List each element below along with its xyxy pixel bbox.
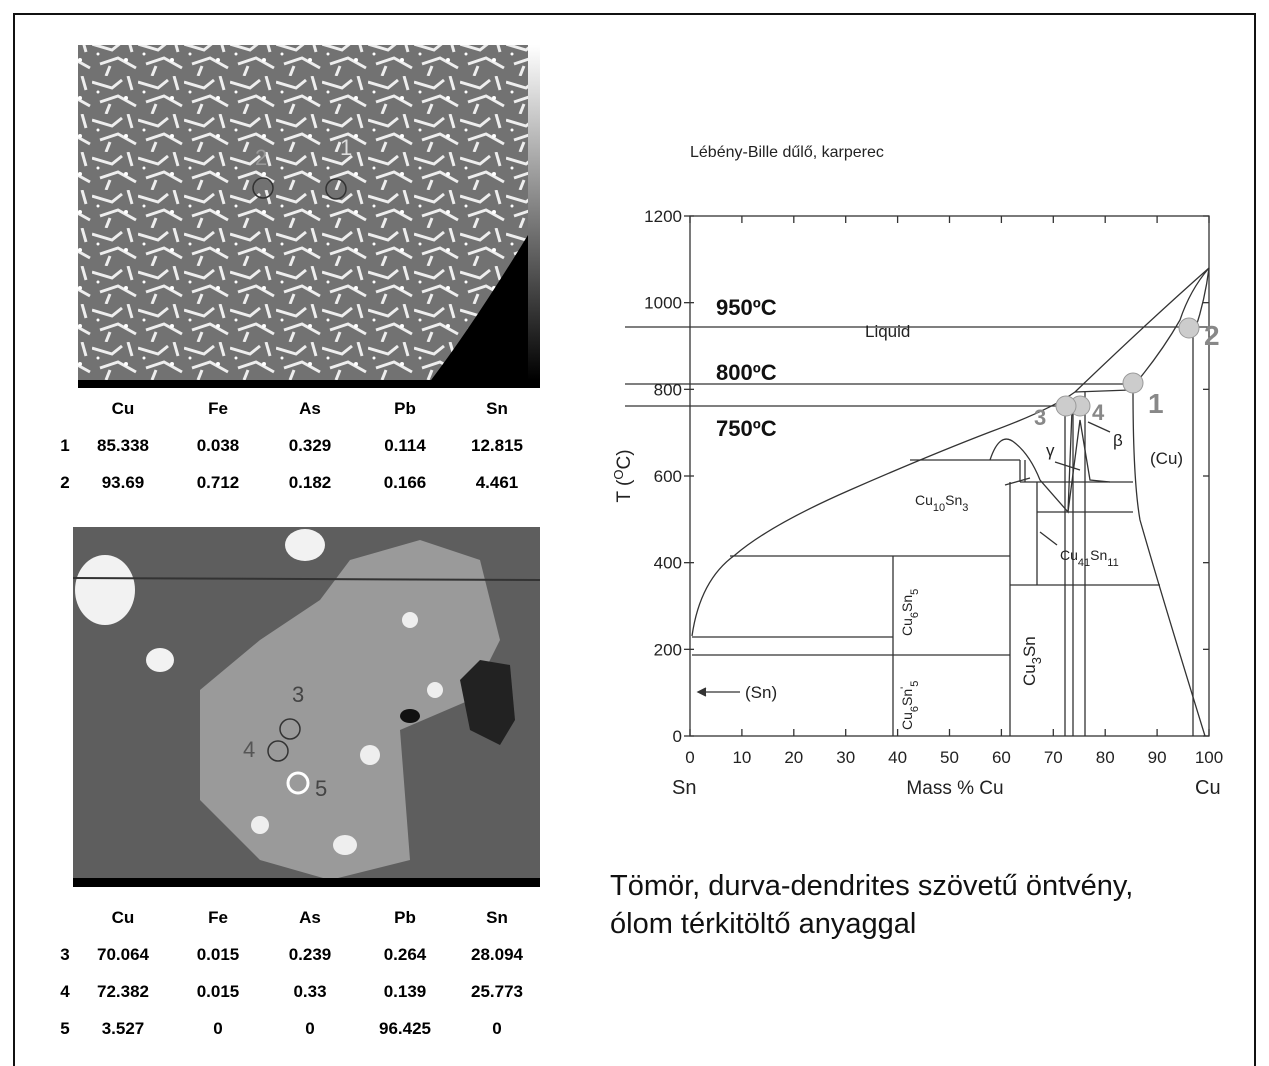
cell: 0.33 [293, 982, 326, 1001]
row-label: 3 [60, 945, 69, 964]
isotherm-label: 750ºC [716, 416, 777, 441]
point-label: 3 [292, 682, 304, 707]
point-label: 5 [315, 776, 327, 801]
y-axis-label: T (OC) [611, 449, 635, 502]
axis-end-label: Cu [1195, 777, 1221, 799]
cell: 0.139 [384, 982, 427, 1001]
column-header: Pb [394, 399, 416, 418]
x-axis-label: Mass % Cu [906, 778, 1003, 799]
x-tick-label: 0 [685, 748, 694, 767]
x-tick-label: 30 [836, 748, 855, 767]
x-tick-label: 90 [1148, 748, 1167, 767]
column-header: Sn [486, 908, 508, 927]
y-tick-label: 1200 [644, 207, 682, 226]
cell: 0.264 [384, 945, 427, 964]
cell: 0.712 [197, 473, 240, 492]
row-label: 1 [60, 436, 69, 455]
point-label: 2 [1204, 320, 1220, 351]
isotherm-label: 800ºC [716, 360, 777, 385]
phase-label: Cu41Sn11 [1060, 547, 1119, 569]
column-header: As [299, 399, 321, 418]
cell: 70.064 [97, 945, 150, 964]
phase-label: (Cu) [1150, 449, 1183, 468]
column-header: Fe [208, 399, 228, 418]
point-label: 1 [1148, 388, 1164, 419]
cell: 4.461 [476, 473, 519, 492]
column-header: Cu [112, 908, 135, 927]
cell: 96.425 [379, 1019, 431, 1038]
cell: 12.815 [471, 436, 523, 455]
x-tick-label: 60 [992, 748, 1011, 767]
cell: 25.773 [471, 982, 523, 1001]
phase-label: Cu6Sn'5 [899, 681, 921, 730]
caption: Tömör, durva-dendrites szövetű öntvény, [610, 870, 1133, 902]
x-tick-label: 20 [784, 748, 803, 767]
y-tick-label: 200 [654, 640, 682, 659]
cell: 93.69 [102, 473, 145, 492]
point-label: 4 [243, 737, 255, 762]
x-tick-label: 10 [732, 748, 751, 767]
point-label: 4 [1092, 400, 1105, 425]
y-tick-label: 600 [654, 467, 682, 486]
cell: 0.015 [197, 945, 240, 964]
isotherm-label: 950ºC [716, 295, 777, 320]
phase-label: β [1113, 431, 1123, 450]
x-tick-label: 100 [1195, 748, 1223, 767]
cell: 3.527 [102, 1019, 145, 1038]
point-label: 1 [340, 135, 352, 160]
point-label: 3 [1034, 405, 1046, 430]
column-header: Pb [394, 908, 416, 927]
column-header: Fe [208, 908, 228, 927]
page: 1 2 3 4 5 Cu Fe As Pb Sn 1 85.338 0.038 0.329 0.1… [0, 0, 1269, 1066]
cell: 0.038 [197, 436, 240, 455]
cell: 0.239 [289, 945, 332, 964]
point-label: 2 [255, 145, 267, 170]
x-tick-label: 40 [888, 748, 907, 767]
row-label: 5 [60, 1019, 69, 1038]
x-tick-label: 50 [940, 748, 959, 767]
cell: 85.338 [97, 436, 149, 455]
x-tick-label: 80 [1096, 748, 1115, 767]
column-header: Cu [112, 399, 135, 418]
y-tick-label: 1000 [644, 294, 682, 313]
cell: 0 [305, 1019, 314, 1038]
cell: 28.094 [471, 945, 524, 964]
y-tick-label: 800 [654, 380, 682, 399]
axis-end-label: Sn [672, 777, 696, 799]
phase-label: Cu6Sn5 [899, 589, 921, 636]
row-label: 2 [60, 473, 69, 492]
cell: 0 [213, 1019, 222, 1038]
phase-label: (Sn) [745, 683, 777, 702]
phase-label: Cu3Sn [1020, 636, 1044, 686]
phase-diagram: Lébény-Bille dűlő, karperec 1 2 3 4 950º… [611, 144, 1223, 799]
cell: 72.382 [97, 982, 149, 1001]
micrograph-top: 1 2 [78, 45, 540, 388]
cell: 0.015 [197, 982, 240, 1001]
cell: 0.329 [289, 436, 332, 455]
phase-label: γ [1046, 441, 1055, 460]
row-label: 4 [60, 982, 70, 1001]
phase-label: Cu10Sn3 [915, 492, 968, 514]
x-tick-label: 70 [1044, 748, 1063, 767]
cell: 0 [492, 1019, 501, 1038]
column-header: Sn [486, 399, 508, 418]
column-header: As [299, 908, 321, 927]
cell: 0.114 [384, 436, 426, 455]
micrograph-bottom: 3 4 5 [73, 527, 540, 887]
cell: 0.166 [384, 473, 427, 492]
cell: 0.182 [289, 473, 332, 492]
caption: ólom térkitöltő anyaggal [610, 908, 916, 940]
phase-label: Liquid [865, 322, 910, 341]
diagram-title: Lébény-Bille dűlő, karperec [690, 144, 884, 161]
y-tick-label: 0 [673, 727, 682, 746]
y-tick-label: 400 [654, 554, 682, 573]
